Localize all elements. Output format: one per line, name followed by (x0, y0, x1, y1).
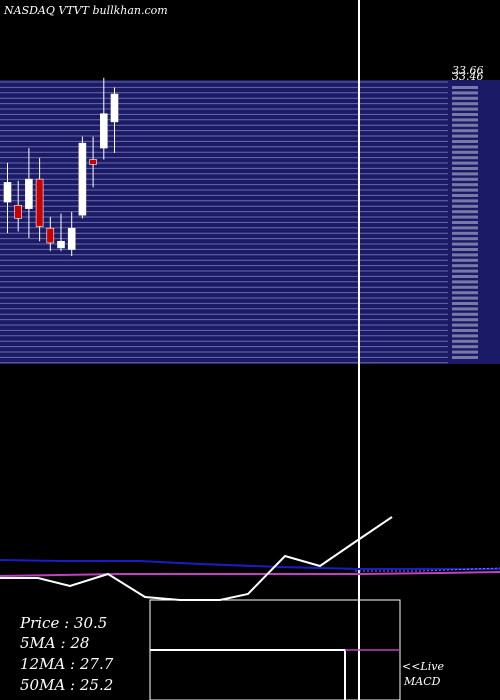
price-tick-mark (452, 129, 478, 133)
macd-label: MACD (403, 675, 441, 688)
price-tick-mark (452, 215, 478, 219)
candles-group (3, 77, 119, 257)
price-axis-ticks (452, 86, 478, 359)
price-tick-mark (452, 329, 478, 332)
price-tick-label-second: 33.46 (452, 70, 484, 83)
ma-line-magenta (0, 571, 500, 577)
price-tick-mark (452, 204, 478, 208)
price-tick-mark (452, 96, 478, 100)
price-tick-mark (452, 123, 478, 127)
price-tick-mark (452, 248, 478, 251)
price-tick-mark (452, 167, 478, 170)
price-tick-mark (452, 118, 478, 122)
price-tick-mark (452, 156, 478, 160)
price-tick-mark (452, 258, 478, 262)
price-tick-mark (452, 350, 478, 354)
candle-body-down (46, 227, 55, 244)
price-tick-mark (452, 150, 478, 154)
price-tick-mark (452, 102, 478, 106)
price-tick-mark (452, 334, 478, 338)
price-tick-mark (452, 210, 478, 214)
price-tick-mark (452, 199, 478, 203)
price-tick-mark (452, 237, 478, 241)
price-tick-mark (452, 188, 478, 192)
chart-title: NASDAQ VTVT bullkhan.com (3, 4, 168, 17)
price-tick-mark (452, 107, 478, 111)
price-tick-mark (452, 161, 478, 165)
price-tick-mark (452, 323, 478, 327)
candle-body-down (14, 205, 22, 219)
ma12-readout: 12MA : 27.7 (20, 655, 114, 673)
price-tick-mark (452, 194, 478, 197)
price-tick-mark (452, 269, 478, 273)
ma-line-blue (0, 559, 500, 570)
price-tick-mark (452, 356, 478, 359)
price-tick-mark (452, 113, 478, 116)
price-tick-mark (452, 231, 478, 235)
candle-body-up (25, 178, 33, 209)
price-tick-mark (452, 145, 478, 149)
price-tick-mark (452, 302, 478, 305)
price-tick-mark (452, 291, 478, 295)
ma5-readout: 5MA : 28 (20, 634, 89, 652)
candle-body-up (110, 93, 119, 123)
price-tick-mark (452, 242, 478, 246)
price-tick-mark (452, 140, 478, 143)
price-tick-mark (452, 226, 478, 230)
ma-line-dotted (355, 567, 500, 572)
price-tick-mark (452, 221, 478, 224)
price-tick-mark (452, 172, 478, 176)
price-tick-label-top: 33.66 (452, 64, 484, 77)
price-tick-mark (452, 280, 478, 284)
price-tick-mark (452, 91, 478, 95)
price-band-gridlines (0, 81, 448, 364)
price-tick-mark (452, 86, 478, 89)
price-tick-mark (452, 285, 478, 289)
macd-live-label: <<Live (402, 660, 444, 673)
candle-body-up (100, 113, 108, 149)
price-tick-mark (452, 307, 478, 311)
price-tick-mark (452, 345, 478, 349)
price-tick-mark (452, 264, 478, 268)
price-tick-mark (452, 134, 478, 138)
price-tick-mark (452, 296, 478, 300)
ma50-readout: 50MA : 25.2 (20, 676, 113, 694)
candle-body-up (3, 182, 12, 203)
price-tick-mark (452, 183, 478, 187)
macd-panel (149, 599, 401, 700)
price-tick-mark (452, 253, 478, 257)
price-readout: Price : 30.5 (19, 614, 107, 632)
price-tick-mark (452, 318, 478, 322)
candle-body-up (67, 227, 76, 250)
candle-body-up (57, 241, 65, 249)
price-tick-mark (452, 275, 478, 278)
candle-body-up (78, 142, 87, 216)
candle-body-down (89, 159, 97, 165)
price-tick-mark (452, 177, 478, 181)
price-tick-mark (452, 312, 478, 316)
candle-body-down (35, 178, 44, 227)
price-tick-mark (452, 339, 478, 343)
